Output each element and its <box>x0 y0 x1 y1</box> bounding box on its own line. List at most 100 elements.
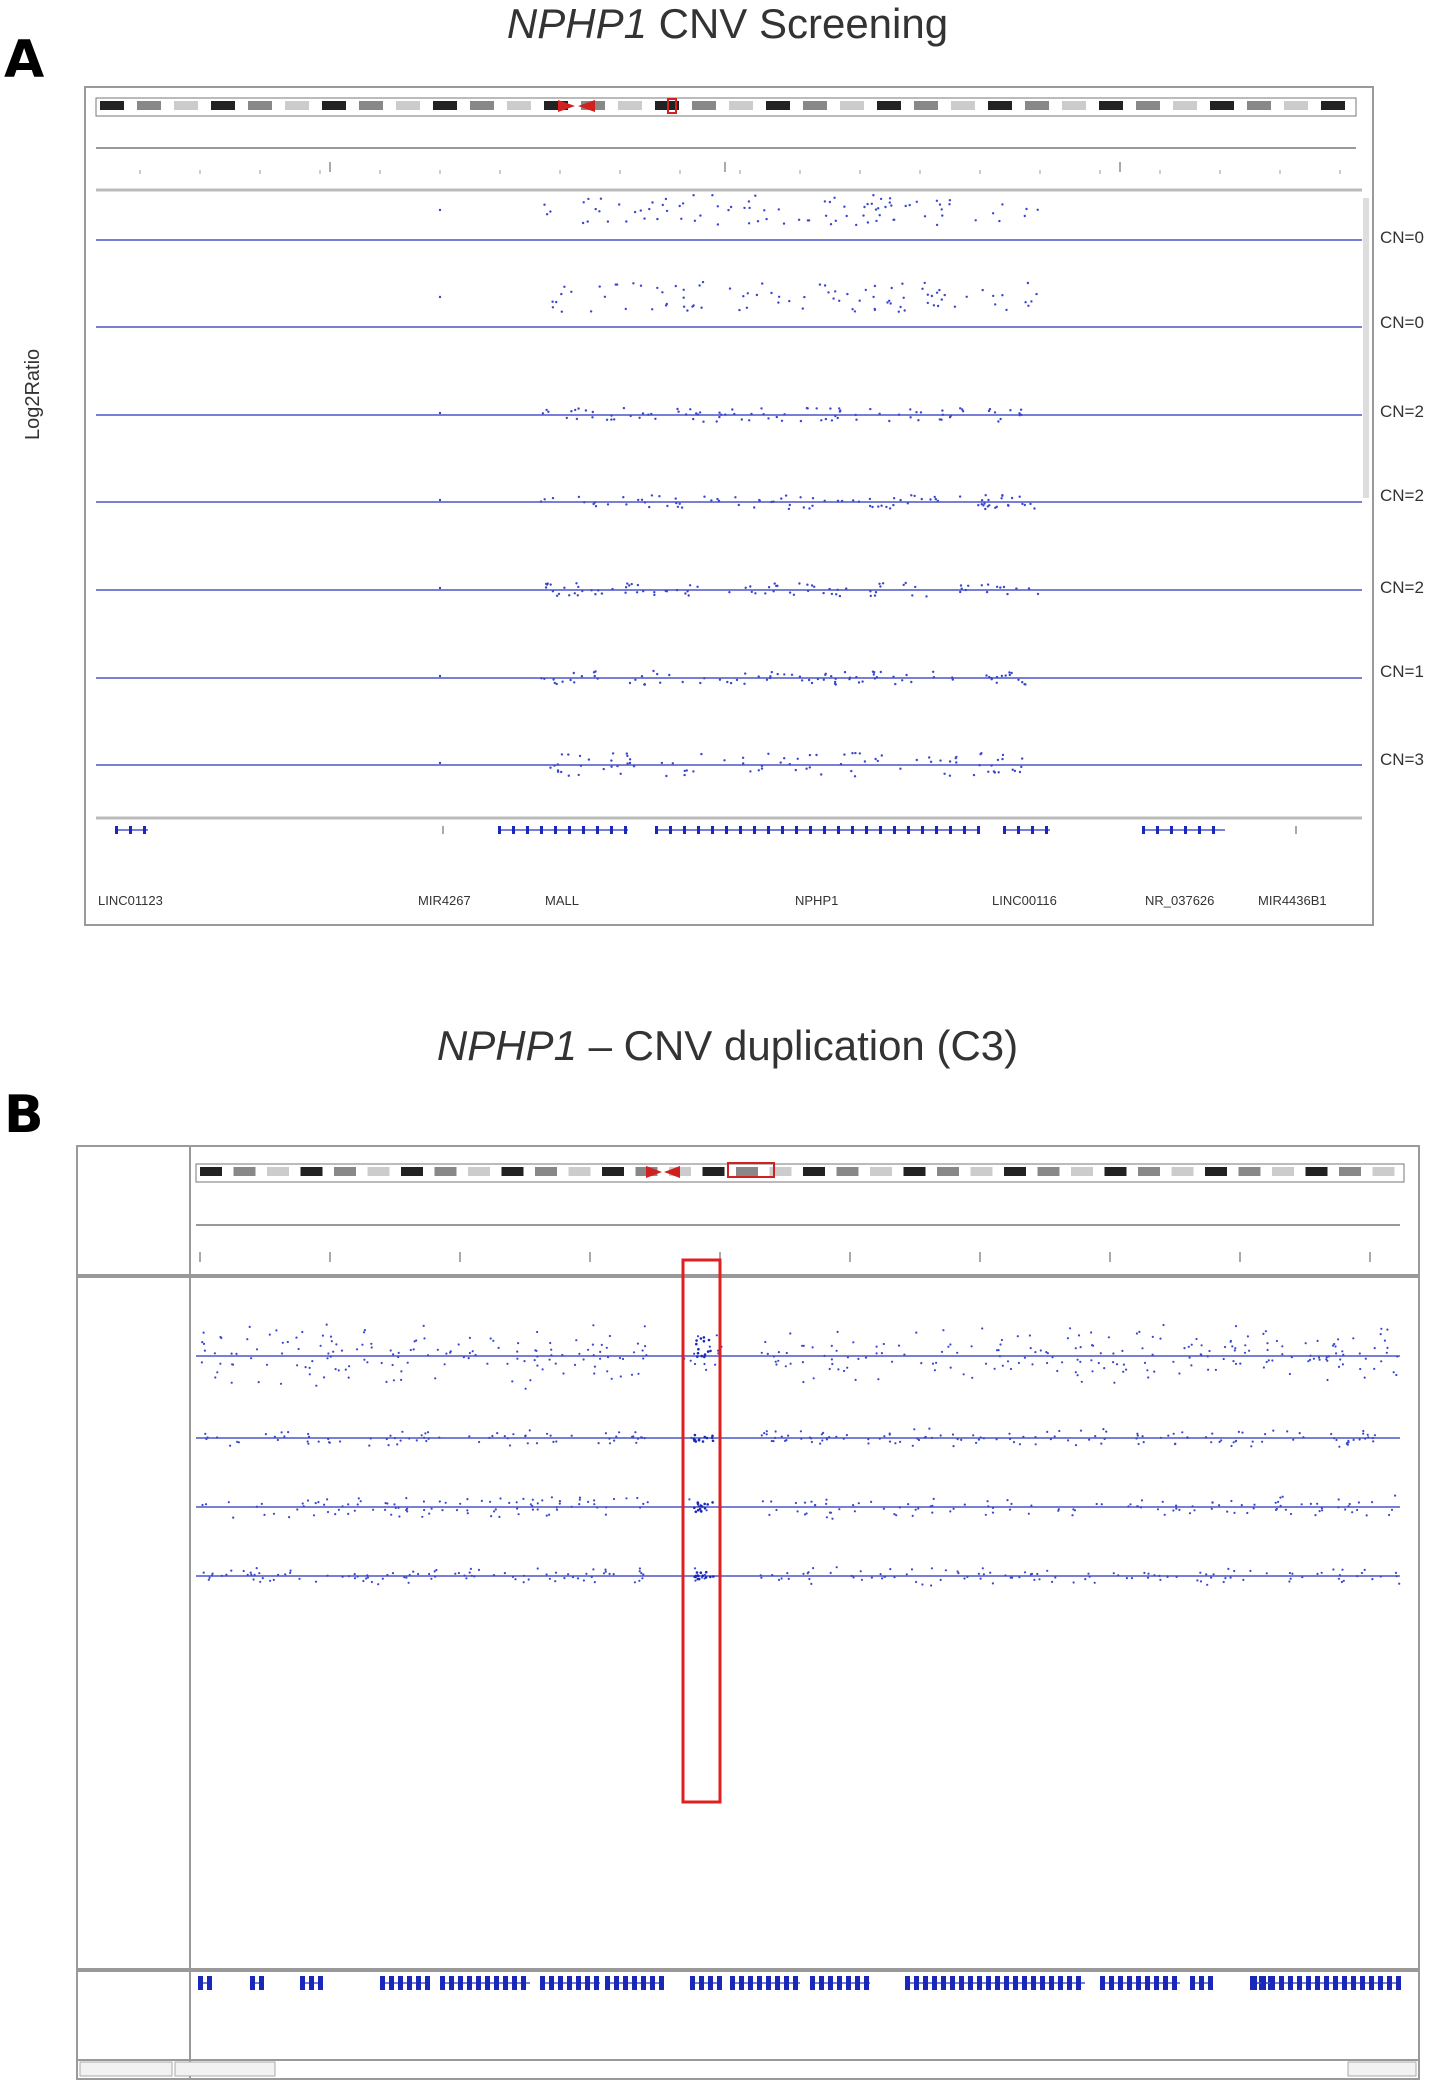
panel-a-ideogram-band <box>285 101 309 110</box>
panel-b-probe-dot <box>836 1330 839 1333</box>
panel-b-probe-dot <box>1167 1434 1170 1437</box>
panel-b-probe-dot <box>393 1503 396 1506</box>
panel-b-probe-dot <box>765 1430 768 1433</box>
panel-b-exon <box>1040 1976 1045 1990</box>
panel-a-probe-dot <box>549 210 552 213</box>
panel-b-probe-dot <box>879 1573 882 1576</box>
panel-a-exon <box>143 826 146 834</box>
panel-a-probe-dot <box>980 503 983 506</box>
panel-a-probe-dot <box>1024 301 1027 304</box>
panel-a-probe-dot <box>889 302 892 305</box>
panel-b-probe-dot <box>1130 1577 1134 1580</box>
panel-b-probe-dot <box>1249 1569 1252 1572</box>
panel-b-dup-dot <box>696 1577 700 1581</box>
panel-a-probe-dot <box>555 300 558 304</box>
panel-a-probe-dot <box>551 590 555 593</box>
panel-a-probe-dot <box>941 409 944 412</box>
panel-b-probe-dot <box>800 1437 803 1440</box>
panel-b-exon <box>623 1976 628 1990</box>
panel-b-probe-dot <box>811 1346 814 1349</box>
panel-b-probe-dot <box>265 1363 269 1366</box>
panel-b-probe-dot <box>468 1571 471 1574</box>
panel-b-exon <box>1324 1976 1329 1990</box>
panel-a-probe-dot <box>700 306 703 309</box>
panel-b-probe-dot <box>889 1568 892 1571</box>
panel-a-probe-dot <box>959 590 962 594</box>
panel-a-probe-dot <box>716 205 719 208</box>
panel-b-probe-dot <box>1267 1359 1270 1362</box>
panel-b-probe-dot <box>1326 1359 1329 1362</box>
panel-b-probe-dot <box>489 1500 492 1503</box>
panel-b-probe-dot <box>250 1357 253 1360</box>
panel-b-probe-dot <box>1071 1514 1074 1517</box>
panel-a-probe-dot <box>921 287 924 290</box>
panel-b-probe-dot <box>459 1502 462 1505</box>
panel-b-probe-dot <box>1279 1504 1282 1507</box>
panel-a-probe-dot <box>904 204 907 208</box>
panel-b-probe-dot <box>400 1378 403 1381</box>
panel-b-probe-dot <box>204 1432 207 1435</box>
panel-b-probe-dot <box>394 1506 397 1509</box>
panel-b-probe-dot <box>427 1437 430 1440</box>
panel-a-probe-dot <box>893 218 896 221</box>
panel-b-probe-dot <box>917 1507 920 1510</box>
panel-b-probe-dot <box>805 1512 808 1515</box>
panel-b-probe-dot <box>329 1355 332 1358</box>
panel-b-probe-dot <box>820 1433 823 1436</box>
panel-b-probe-dot <box>986 1500 989 1503</box>
panel-a-probe-dot <box>780 497 783 500</box>
panel-a-probe-dot <box>811 497 815 500</box>
panel-b-probe-dot <box>1054 1576 1057 1579</box>
panel-a-probe-dot <box>675 588 679 592</box>
panel-b-probe-dot <box>853 1510 857 1513</box>
panel-a-probe-dot <box>897 413 901 416</box>
panel-b-probe-dot <box>1298 1432 1301 1435</box>
panel-a-probe-dot <box>888 201 891 204</box>
panel-a-probe-dot <box>660 761 664 765</box>
panel-b-dup-dot <box>699 1571 703 1574</box>
panel-a-probe-dot <box>581 589 584 593</box>
panel-b-status-cell <box>174 2061 276 2077</box>
panel-b-probe-dot <box>1242 1578 1245 1581</box>
panel-a-probe-dot <box>659 681 662 684</box>
panel-a-probe-dot <box>733 412 736 416</box>
gene-label-mir4436b1: MIR4436B1 <box>1258 893 1327 908</box>
panel-b-probe-dot <box>612 1573 615 1576</box>
panel-b-dup-dot <box>704 1570 708 1574</box>
panel-b-ideogram-band <box>1272 1167 1294 1176</box>
panel-a-probe-dot <box>901 282 904 285</box>
panel-b-probe-dot <box>423 1508 426 1512</box>
panel-b-probe-dot <box>508 1444 512 1447</box>
panel-a-exon <box>683 826 686 834</box>
panel-b-probe-dot <box>422 1500 425 1503</box>
panel-a-probe-dot <box>570 410 573 413</box>
panel-a-probe-dot <box>438 295 442 299</box>
panel-a-probe-dot <box>834 414 837 418</box>
panel-a-exon <box>1170 826 1173 834</box>
panel-b-exon <box>585 1976 590 1990</box>
panel-a-ideogram-band <box>951 101 975 110</box>
panel-b-probe-dot <box>392 1353 395 1356</box>
panel-a-probe-dot <box>693 219 697 222</box>
panel-a-probe-dot <box>868 504 872 508</box>
panel-b-centromere <box>646 1166 662 1178</box>
panel-b-probe-dot <box>535 1349 538 1352</box>
panel-b-ideogram-band <box>1138 1167 1160 1176</box>
panel-a-probe-dot <box>866 221 870 224</box>
panel-b-probe-dot <box>1241 1431 1244 1434</box>
panel-b-probe-dot <box>1088 1575 1091 1578</box>
panel-a-probe-dot <box>718 415 721 419</box>
panel-b-probe-dot <box>280 1431 283 1434</box>
panel-a-probe-dot <box>616 764 619 768</box>
panel-a-probe-dot <box>910 494 913 497</box>
panel-a-probe-dot <box>1007 504 1010 507</box>
panel-a-ideogram-band <box>211 101 235 110</box>
panel-b-probe-dot <box>1181 1431 1184 1434</box>
panel-b-probe-dot <box>774 1360 777 1363</box>
panel-a-probe-dot <box>899 498 902 502</box>
panel-b-probe-dot <box>608 1437 611 1440</box>
panel-a-probe-dot <box>676 505 680 508</box>
panel-b-probe-dot <box>225 1573 228 1576</box>
panel-b-probe-dot <box>494 1508 497 1511</box>
panel-b-probe-dot <box>1211 1501 1214 1504</box>
